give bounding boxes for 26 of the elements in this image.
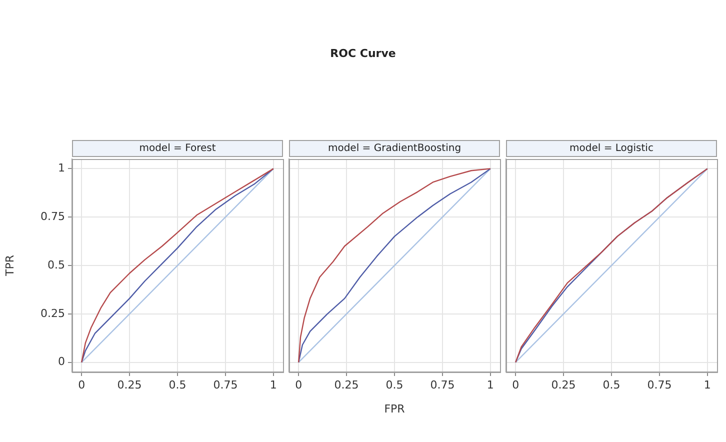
x-tick-label: 0.25	[551, 378, 576, 392]
x-tick-label: 1	[704, 378, 711, 392]
x-tick-label: 0.5	[168, 378, 186, 392]
x-tick-label: 1	[486, 378, 494, 392]
x-tick-label: 0	[295, 378, 302, 392]
chart-title: ROC Curve	[329, 47, 397, 60]
x-tick-label: 0	[512, 378, 520, 392]
y-tick-label: 0.5	[48, 258, 65, 272]
x-tick-label: 0.75	[213, 378, 238, 392]
chart-subtitle: model = Forest	[72, 140, 283, 157]
x-tick-label: 0.5	[602, 378, 620, 392]
x-tick-label: 0	[78, 378, 86, 392]
chart-subtitle: model = Logistic	[506, 140, 717, 157]
x-tick-label: 0.75	[430, 378, 455, 392]
x-tick-label: 0.25	[117, 378, 142, 392]
x-axis-title: FPR	[384, 402, 406, 416]
x-tick-label: 0.5	[386, 378, 404, 392]
y-tick-label: 0.25	[40, 306, 65, 320]
y-tick-label: 0	[58, 355, 65, 368]
x-tick-label: 0.25	[334, 378, 359, 392]
chart-subtitle: model = GradientBoosting	[289, 140, 500, 157]
y-tick-label: 0.75	[40, 210, 65, 223]
y-tick-label: 1	[58, 162, 65, 175]
x-tick-label: 0.75	[647, 378, 672, 392]
y-axis-title: TPR	[3, 254, 16, 277]
x-tick-label: 1	[270, 378, 277, 392]
